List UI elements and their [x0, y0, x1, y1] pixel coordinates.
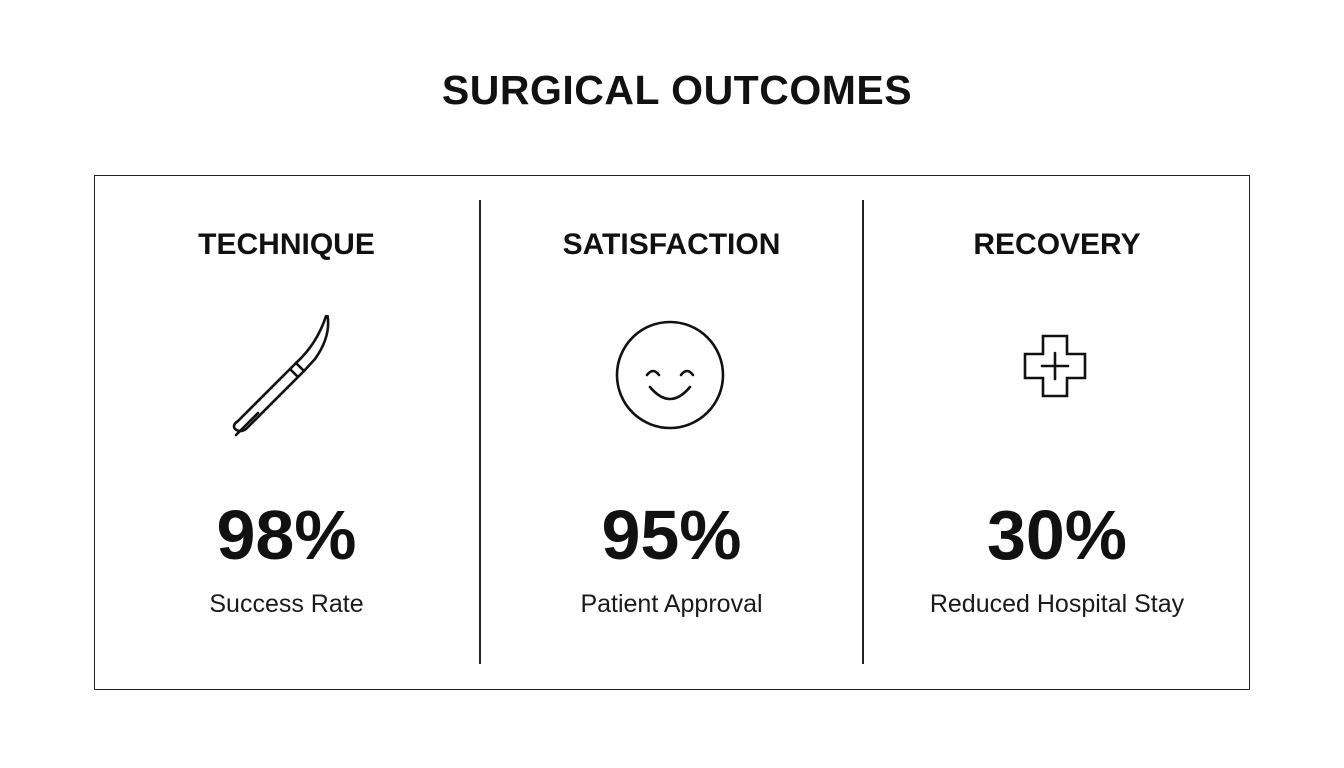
metric-card-recovery: RECOVERY 30% Reduced Hospital Stay: [864, 175, 1250, 690]
page-title: SURGICAL OUTCOMES: [441, 67, 913, 113]
metric-heading: SATISFACTION: [562, 228, 781, 261]
metric-caption: Reduced Hospital Stay: [929, 590, 1185, 618]
metric-caption: Patient Approval: [580, 590, 763, 618]
medical-cross-icon: [1023, 334, 1087, 398]
metric-heading: TECHNIQUE: [198, 228, 375, 261]
column-divider: [479, 200, 481, 664]
metric-caption: Success Rate: [209, 590, 364, 618]
metric-value: 98%: [216, 496, 357, 574]
metric-card-satisfaction: SATISFACTION 95% Patient Approval: [481, 175, 862, 690]
metric-heading: RECOVERY: [973, 228, 1141, 261]
column-divider: [862, 200, 864, 664]
metric-card-technique: TECHNIQUE 98% Success Rate: [94, 175, 479, 690]
metrics-panel: [94, 175, 1250, 690]
metric-value: 95%: [601, 496, 742, 574]
metric-value: 30%: [986, 496, 1128, 574]
scalpel-icon: [232, 315, 329, 437]
smiley-face-icon: [615, 320, 724, 430]
